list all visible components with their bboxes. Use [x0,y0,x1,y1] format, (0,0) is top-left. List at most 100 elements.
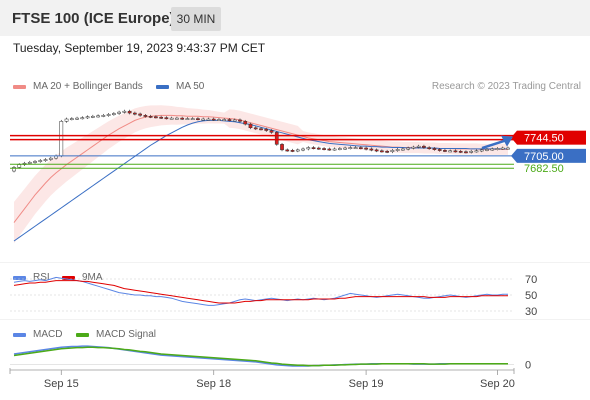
legend-bollinger-label: MA 20 + Bollinger Bands [33,81,143,92]
macd-panel: MACD MACD Signal 0 Sep 15 Sep 18 Sep 19 Sep … [0,320,590,400]
candle-body [316,147,321,150]
candle-body [322,148,326,150]
legend-macd-signal: MACD Signal [76,329,156,340]
candle-body [112,113,116,115]
rsi-tick-label: 30 [525,306,537,318]
legend-bollinger: MA 20 + Bollinger Bands [13,81,143,92]
candle-body [33,161,37,163]
candle-body [232,119,237,122]
candle-body [490,148,495,151]
candle-body [227,119,232,121]
macd-signal-line [13,346,508,367]
candle-body [327,148,332,151]
candle-body [12,167,16,172]
candle-body [474,150,479,153]
legend-bollinger-swatch [13,84,26,89]
candle-body [437,149,442,151]
candle-body [264,128,269,131]
projection-arrow [481,138,509,150]
legend-macd: MACD [13,329,62,340]
rsi-ma-line [13,280,508,304]
candle-body [485,149,489,151]
bollinger-band [14,105,508,244]
candle-body [243,121,248,125]
legend-rsi-ma-label: 9MA [82,272,103,283]
legend-macd-swatch [13,332,26,337]
candle-body [90,116,95,118]
candle-body [311,147,316,150]
candle-body [154,116,158,119]
candle-body [359,147,363,150]
timeframe-button[interactable]: 30 MIN [171,7,221,31]
candle-body [248,123,253,129]
candle-body [75,117,79,120]
candle-body [117,111,121,114]
candle-body [385,150,389,153]
candle-body [411,146,416,149]
x-axis-tick-label: Sep 15 [44,378,79,390]
candle-body [506,147,510,150]
legend-macd-label: MACD [33,329,63,340]
candle-body [332,148,337,151]
candle-body [274,132,279,145]
legend-rsi-ma-swatch [62,275,75,280]
price-panel: Tuesday, September 19, 2023 9:43:37 PM C… [0,36,590,262]
chart-header: FTSE 100 (ICE Europe) 30 MIN [0,0,590,36]
candle-body [353,147,358,150]
level-label: 7744.50 [524,133,564,145]
rsi-panel: RSI 9MA 70 50 30 [0,263,590,319]
datetime-label: Tuesday, September 19, 2023 9:43:37 PM C… [13,41,266,55]
candle-body [427,147,432,150]
candle-body [390,150,395,152]
macd-plot: 0 Sep 15 Sep 18 Sep 19 Sep 20 [9,345,531,390]
candle-body [306,147,311,150]
level-label: 7682.50 [524,163,564,175]
candle-body [495,148,500,150]
candle-body [27,162,32,164]
candle-body [416,145,421,148]
candle-body [127,110,132,114]
candle-body [269,130,274,133]
candle-body [348,147,353,150]
candle-body [48,157,53,160]
candle-body [406,147,410,150]
rsi-line [13,276,508,306]
candle-body [238,119,242,122]
candle-body [175,117,179,120]
level-label: 7705.00 [524,151,564,163]
macd-tick-label: 0 [525,360,531,372]
rsi-tick-label: 50 [525,290,537,302]
candle-body [148,116,153,118]
candle-body [122,110,127,113]
candle-body [464,151,468,154]
candle-body [295,149,300,152]
level-tag-pointer [511,130,517,145]
candle-body [59,121,64,157]
legend-rsi: RSI [13,272,50,283]
candle-body [453,150,458,153]
candle-body [422,145,426,148]
level-tag [517,148,586,163]
x-axis-tick-label: Sep 20 [480,378,515,390]
candle-body [343,147,347,150]
candle-body [133,112,137,115]
macd-line [13,345,508,367]
candle-body [448,150,453,153]
level-tag [517,130,586,145]
rsi-tick-label: 70 [525,274,537,286]
candle-body [222,119,227,121]
candle-body [101,115,106,117]
candle-body [395,149,400,151]
candle-body [106,114,111,116]
x-axis-tick-label: Sep 19 [349,378,384,390]
candle-body [85,116,90,119]
candle-body [143,115,148,117]
x-axis-tick-label: Sep 18 [196,378,231,390]
candle-body [17,164,22,168]
legend-rsi-label: RSI [33,272,50,283]
candle-body [164,117,169,120]
candle-body [253,127,258,130]
level-tag-pointer [511,148,517,163]
candle-body [138,113,142,116]
candle-body [201,118,206,121]
